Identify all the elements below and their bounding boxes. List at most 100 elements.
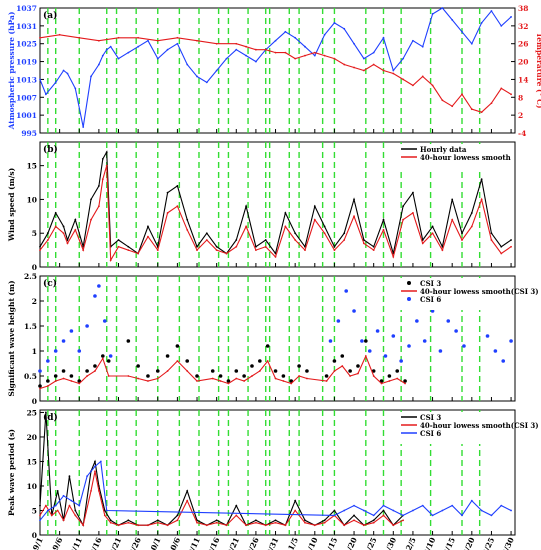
data-point	[441, 249, 444, 252]
data-point	[371, 369, 376, 373]
y-tick-label: 1.5	[24, 322, 37, 331]
data-point	[341, 365, 344, 367]
x-tick-label: 9/16	[88, 536, 104, 550]
data-point	[431, 225, 434, 228]
data-point	[90, 489, 92, 492]
data-point	[480, 111, 483, 114]
data-point	[328, 339, 333, 343]
data-point	[392, 72, 395, 75]
data-point	[235, 377, 238, 380]
x-tick-label: 12/5	[402, 536, 418, 550]
data-point	[105, 164, 108, 167]
data-point	[333, 57, 336, 60]
data-point	[431, 84, 434, 87]
data-point	[97, 489, 100, 492]
legend-label: CSI 3	[420, 279, 441, 288]
data-point	[101, 54, 104, 57]
data-point	[451, 198, 454, 201]
data-point	[50, 514, 53, 517]
data-point	[166, 191, 169, 194]
data-point	[313, 54, 316, 57]
data-point	[349, 375, 352, 377]
data-point	[461, 30, 463, 33]
data-point	[250, 364, 254, 368]
x-tick-label: 12/25	[478, 536, 496, 550]
data-point	[101, 354, 105, 358]
data-point	[102, 319, 107, 323]
data-point	[39, 514, 41, 517]
data-point	[78, 504, 81, 507]
data-point	[147, 235, 149, 238]
data-point	[176, 519, 179, 522]
data-point	[392, 509, 395, 512]
data-point	[367, 349, 372, 353]
data-point	[274, 377, 277, 380]
data-point	[46, 359, 50, 363]
data-point	[69, 374, 74, 378]
data-point	[235, 239, 238, 241]
data-point	[255, 48, 257, 51]
data-point	[294, 36, 297, 39]
x-tick-label: 10/31	[262, 536, 280, 550]
data-point	[343, 63, 346, 66]
data-point	[38, 369, 42, 373]
data-point	[66, 72, 69, 75]
x-tick-label: 9/21	[107, 536, 123, 550]
data-point	[90, 75, 92, 78]
data-point	[70, 380, 73, 382]
data-point	[62, 69, 65, 72]
data-point	[510, 239, 512, 241]
data-point	[77, 349, 82, 353]
data-point	[274, 255, 277, 258]
y-tick-label: 10	[27, 195, 37, 204]
data-point	[235, 504, 238, 507]
data-point	[46, 379, 50, 383]
data-point	[211, 377, 214, 380]
data-point	[421, 504, 424, 507]
data-point	[196, 75, 198, 78]
data-point	[294, 232, 297, 235]
data-point	[137, 252, 140, 255]
y-tick-label: 15	[27, 162, 37, 171]
data-point	[431, 13, 434, 15]
y2-axis-label: Temperature (° C)	[535, 33, 541, 109]
data-point	[156, 377, 159, 380]
data-point	[147, 225, 149, 228]
data-point	[451, 19, 454, 21]
data-point	[127, 375, 130, 377]
data-point	[54, 380, 57, 382]
data-point	[117, 36, 120, 39]
data-point	[421, 242, 424, 245]
data-point	[196, 249, 198, 252]
data-point	[156, 521, 159, 524]
data-point	[53, 349, 58, 353]
data-point	[362, 524, 365, 527]
data-point	[105, 151, 108, 154]
y-axis-label: Peak wave period (s)	[7, 429, 16, 516]
data-point	[353, 504, 355, 507]
data-point	[372, 375, 375, 377]
data-point	[245, 205, 247, 208]
y-tick-label: 20	[27, 433, 37, 442]
data-point	[430, 309, 435, 313]
data-point	[392, 69, 395, 72]
y-tick-label: 2	[32, 297, 37, 306]
data-point	[186, 218, 189, 221]
data-point	[93, 364, 97, 368]
data-point	[74, 509, 77, 512]
data-point	[274, 521, 277, 524]
data-point	[323, 521, 326, 524]
data-point	[85, 369, 89, 373]
data-point	[264, 245, 267, 248]
data-point	[195, 374, 199, 378]
data-point	[431, 232, 434, 235]
data-point	[490, 102, 493, 105]
x-tick-label: 10/26	[243, 536, 261, 550]
data-point	[255, 249, 257, 252]
data-point	[235, 514, 238, 517]
data-point	[294, 239, 297, 241]
data-point	[382, 509, 385, 512]
data-point	[82, 126, 85, 128]
